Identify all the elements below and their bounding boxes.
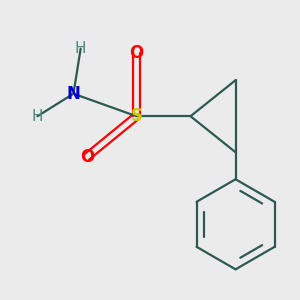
Text: H: H (75, 41, 86, 56)
Text: O: O (129, 44, 144, 62)
Text: O: O (80, 148, 94, 166)
Text: H: H (32, 109, 43, 124)
Text: N: N (67, 85, 80, 103)
Text: S: S (130, 107, 142, 125)
